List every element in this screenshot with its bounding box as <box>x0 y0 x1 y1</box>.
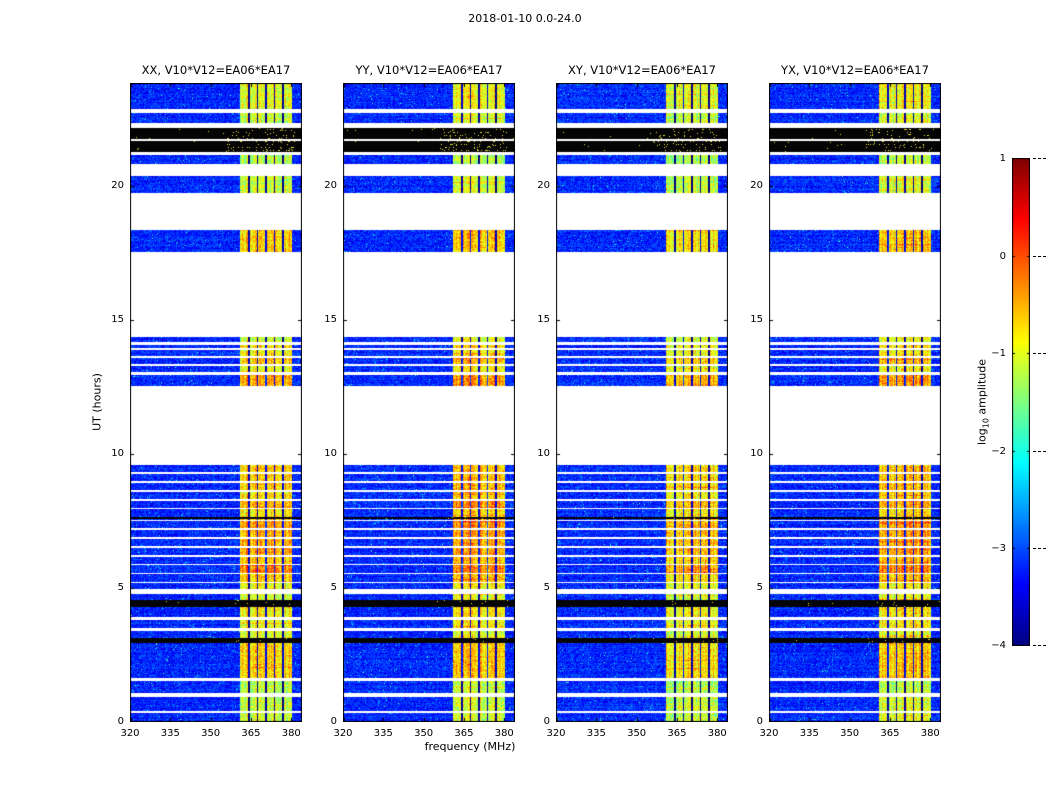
colorbar-tick-label: −3 <box>991 543 1006 554</box>
panel-title-xy: XY, V10*V12=EA06*EA17 <box>568 63 716 77</box>
y-tick-label: 10 <box>324 447 337 459</box>
x-tick-label: 365 <box>880 728 900 739</box>
panel-title-yy: YY, V10*V12=EA06*EA17 <box>355 63 503 77</box>
x-tick-label: 320 <box>546 728 566 739</box>
y-tick-label: 10 <box>111 447 124 459</box>
x-tick-label: 365 <box>454 728 474 739</box>
x-tick-label: 380 <box>494 728 514 739</box>
y-tick-label: 0 <box>117 716 124 727</box>
x-tick-label: 365 <box>241 728 261 739</box>
y-tick-label: 20 <box>111 179 124 191</box>
colorbar-label-text: log <box>975 428 989 446</box>
colorbar-tick-dash <box>1033 158 1046 159</box>
y-axis-label: UT (hours) <box>90 373 104 431</box>
panel-title-yx: YX, V10*V12=EA06*EA17 <box>781 63 929 77</box>
x-tick-label: 320 <box>759 728 779 739</box>
colorbar-tick-label: −2 <box>991 446 1006 457</box>
colorbar-tick-dash <box>1033 548 1046 549</box>
y-tick-label: 0 <box>330 716 337 727</box>
y-tick-label: 15 <box>111 313 124 325</box>
colorbar-tick-label: 1 <box>999 153 1006 164</box>
panel-title-xx: XX, V10*V12=EA06*EA17 <box>141 63 291 77</box>
colorbar-tick-dash <box>1033 353 1046 354</box>
colorbar-tick-label: −1 <box>991 348 1006 359</box>
colorbar <box>1012 158 1030 646</box>
y-tick-label: 0 <box>543 716 550 727</box>
colorbar-label: log10 amplitude <box>975 359 990 445</box>
colorbar-tick-label: 0 <box>999 251 1006 262</box>
y-tick-label: 5 <box>543 581 550 593</box>
colorbar-label-rest: amplitude <box>975 358 989 419</box>
y-tick-label: 5 <box>756 581 763 593</box>
colorbar-label-subscript: 10 <box>981 418 991 429</box>
x-tick-label: 380 <box>707 728 727 739</box>
y-tick-label: 15 <box>324 313 337 325</box>
x-tick-label: 335 <box>160 728 180 739</box>
heatmap-panel-yx <box>769 83 941 722</box>
y-tick-label: 15 <box>537 313 550 325</box>
heatmap-panel-xy <box>556 83 728 722</box>
x-tick-label: 335 <box>373 728 393 739</box>
colorbar-tick-dash <box>1033 256 1046 257</box>
y-tick-label: 15 <box>750 313 763 325</box>
x-tick-label: 350 <box>414 728 434 739</box>
x-tick-label: 320 <box>333 728 353 739</box>
y-tick-label: 5 <box>117 581 124 593</box>
x-tick-label: 380 <box>920 728 940 739</box>
y-tick-label: 10 <box>750 447 763 459</box>
y-tick-label: 5 <box>330 581 337 593</box>
x-tick-label: 335 <box>586 728 606 739</box>
y-tick-label: 20 <box>537 179 550 191</box>
x-tick-label: 350 <box>627 728 647 739</box>
heatmap-panel-yy <box>343 83 515 722</box>
figure-title: 2018-01-10 0.0-24.0 <box>468 12 582 25</box>
x-tick-label: 365 <box>667 728 687 739</box>
colorbar-tick-dash <box>1033 645 1046 646</box>
y-tick-label: 20 <box>750 179 763 191</box>
colorbar-tick-dash <box>1033 451 1046 452</box>
heatmap-panel-xx <box>130 83 302 722</box>
x-tick-label: 350 <box>201 728 221 739</box>
y-tick-label: 20 <box>324 179 337 191</box>
x-tick-label: 350 <box>840 728 860 739</box>
y-tick-label: 0 <box>756 716 763 727</box>
x-tick-label: 335 <box>799 728 819 739</box>
colorbar-tick-label: −4 <box>991 640 1006 651</box>
x-tick-label: 320 <box>120 728 140 739</box>
x-tick-label: 380 <box>281 728 301 739</box>
y-tick-label: 10 <box>537 447 550 459</box>
x-axis-label: frequency (MHz) <box>424 740 516 753</box>
